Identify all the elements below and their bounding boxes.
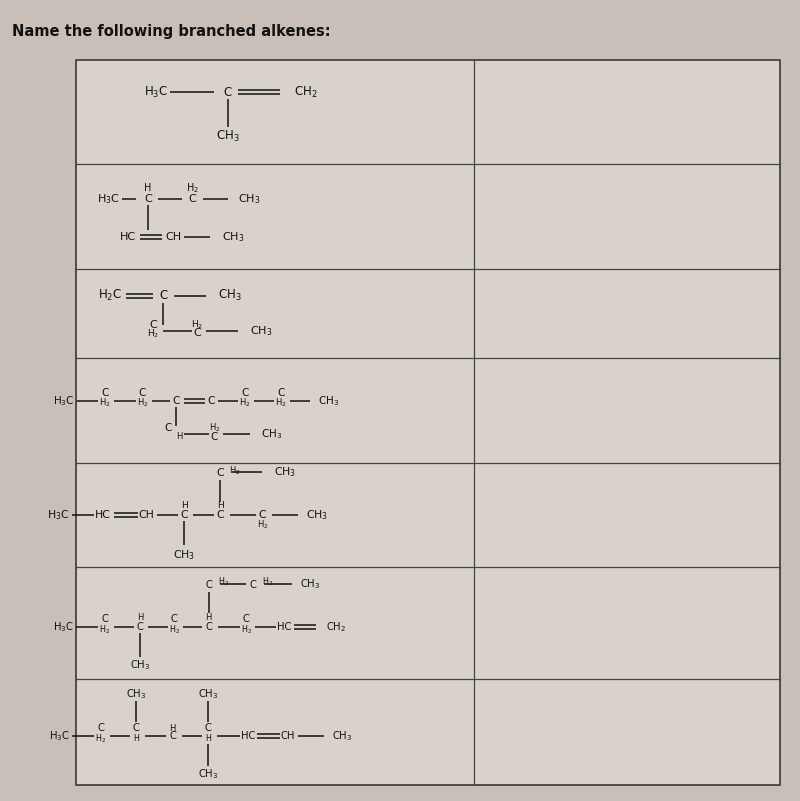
Text: CH: CH (138, 510, 154, 520)
Text: H$_2$C: H$_2$C (98, 288, 122, 304)
Text: C: C (137, 622, 143, 632)
Text: CH$_3$: CH$_3$ (300, 577, 321, 590)
Text: CH$_3$: CH$_3$ (198, 767, 218, 781)
Text: H$_2$: H$_2$ (262, 576, 273, 589)
Text: H$_3$C: H$_3$C (53, 620, 74, 634)
Text: H$_2$: H$_2$ (137, 396, 148, 409)
Text: H$_2$: H$_2$ (239, 396, 250, 409)
Text: CH$_3$: CH$_3$ (198, 687, 218, 701)
Text: C: C (243, 614, 250, 624)
Text: CH$_3$: CH$_3$ (218, 288, 242, 304)
Text: C: C (159, 289, 167, 303)
Text: CH$_3$: CH$_3$ (332, 729, 353, 743)
Text: H$_2$: H$_2$ (218, 576, 229, 589)
Text: CH$_3$: CH$_3$ (173, 548, 195, 562)
Text: Name the following branched alkenes:: Name the following branched alkenes: (12, 24, 330, 39)
Text: C: C (224, 86, 232, 99)
Text: H: H (133, 734, 139, 743)
Text: CH$_3$: CH$_3$ (274, 465, 296, 479)
Text: H$_2$: H$_2$ (191, 319, 204, 331)
Text: CH$_3$: CH$_3$ (318, 394, 340, 408)
Text: H$_2$: H$_2$ (229, 465, 240, 477)
Text: CH$_3$: CH$_3$ (222, 230, 244, 244)
Text: H$_2$: H$_2$ (275, 396, 286, 409)
Text: CH: CH (281, 731, 295, 741)
Text: C: C (138, 388, 146, 398)
Text: H$_2$: H$_2$ (186, 181, 198, 195)
Text: H$_2$: H$_2$ (241, 623, 252, 636)
Text: C: C (216, 510, 224, 520)
Text: C: C (149, 320, 157, 330)
Text: C: C (205, 723, 211, 733)
Text: H: H (205, 734, 211, 743)
Text: CH$_3$: CH$_3$ (130, 658, 150, 672)
Text: C: C (180, 510, 188, 520)
Text: CH: CH (166, 231, 182, 242)
Text: H: H (181, 501, 187, 509)
Text: H$_2$: H$_2$ (146, 328, 159, 340)
Text: C: C (277, 388, 285, 398)
Text: CH$_3$: CH$_3$ (216, 129, 240, 144)
Text: C: C (210, 432, 218, 442)
Text: C: C (170, 731, 176, 741)
Text: HC: HC (120, 231, 136, 242)
Text: H$_3$C: H$_3$C (49, 729, 70, 743)
Text: H$_2$: H$_2$ (257, 518, 268, 531)
Text: C: C (207, 396, 215, 406)
Text: H$_3$C: H$_3$C (47, 508, 70, 521)
Text: H$_2$: H$_2$ (99, 623, 110, 636)
Text: C: C (171, 614, 178, 624)
Text: C: C (102, 614, 108, 624)
Text: H: H (144, 183, 152, 193)
Text: C: C (258, 510, 266, 520)
Text: H$_3$C: H$_3$C (144, 85, 168, 100)
Text: H: H (217, 501, 223, 509)
Text: H: H (206, 613, 212, 622)
Text: CH$_3$: CH$_3$ (261, 428, 282, 441)
Text: C: C (101, 388, 109, 398)
Text: H$_3$C: H$_3$C (97, 192, 120, 206)
Text: H$_2$: H$_2$ (169, 623, 180, 636)
Text: C: C (241, 388, 249, 398)
Text: C: C (144, 194, 152, 204)
Text: CH$_3$: CH$_3$ (238, 192, 261, 206)
Text: H: H (137, 613, 143, 622)
Text: H$_2$: H$_2$ (209, 422, 220, 434)
Text: HC: HC (241, 731, 255, 741)
Text: C: C (172, 396, 180, 406)
Text: C: C (133, 723, 139, 733)
Text: HC: HC (95, 510, 111, 520)
Text: CH$_2$: CH$_2$ (326, 620, 346, 634)
Text: C: C (194, 328, 202, 338)
Text: H$_2$: H$_2$ (95, 732, 106, 745)
Text: C: C (206, 581, 212, 590)
Text: C: C (206, 622, 212, 632)
Text: CH$_3$: CH$_3$ (126, 687, 146, 701)
Text: C: C (250, 581, 256, 590)
Text: CH$_2$: CH$_2$ (294, 85, 317, 100)
Text: HC: HC (277, 622, 291, 632)
Text: H$_3$C: H$_3$C (53, 394, 74, 408)
Text: H: H (170, 723, 176, 732)
Text: CH$_3$: CH$_3$ (306, 508, 328, 521)
Text: H: H (176, 433, 182, 441)
Text: C: C (98, 723, 104, 733)
Text: CH$_3$: CH$_3$ (250, 324, 272, 338)
Bar (76, 60, 780, 785)
Text: C: C (164, 423, 172, 433)
Text: C: C (188, 194, 196, 204)
Text: C: C (216, 469, 224, 478)
Text: H$_2$: H$_2$ (99, 396, 110, 409)
